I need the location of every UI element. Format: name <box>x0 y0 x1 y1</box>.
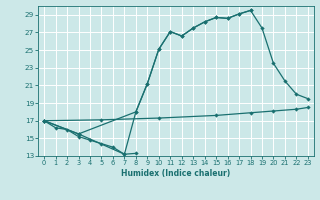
X-axis label: Humidex (Indice chaleur): Humidex (Indice chaleur) <box>121 169 231 178</box>
